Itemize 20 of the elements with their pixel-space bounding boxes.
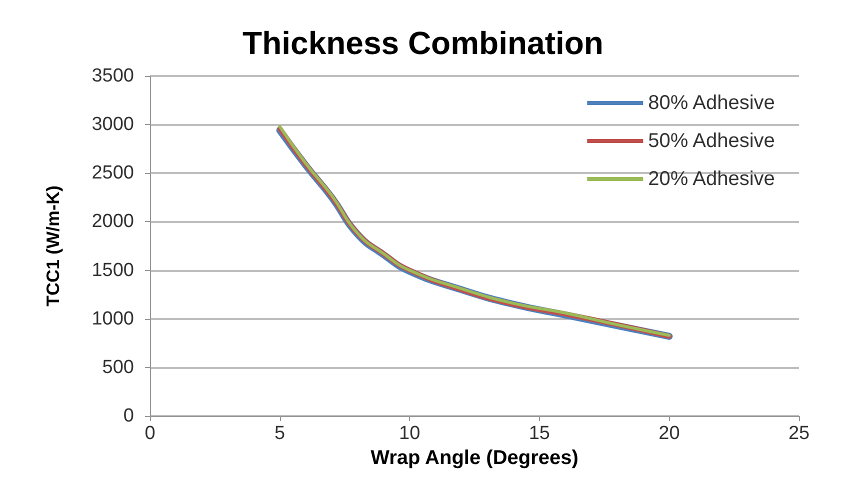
chart-title: Thickness Combination [242, 25, 604, 61]
y-tick-label: 1000 [92, 308, 134, 330]
x-tick-label: 25 [788, 423, 810, 444]
x-tick-label: 15 [528, 423, 550, 444]
y-axis-title: TCC1 (W/m-K) [43, 186, 63, 306]
legend-label: 80% Adhesive [648, 92, 775, 114]
x-tick-label: 5 [274, 423, 286, 444]
y-tick-label: 500 [102, 356, 134, 378]
legend-label: 20% Adhesive [648, 168, 775, 190]
x-tick-label: 10 [399, 423, 420, 444]
x-tick-label: 20 [658, 423, 680, 444]
x-axis-title: Wrap Angle (Degrees) [370, 446, 578, 469]
y-tick-label: 1500 [92, 260, 134, 281]
y-tick-label: 3500 [92, 66, 134, 86]
legend-label: 50% Adhesive [648, 130, 775, 152]
y-tick-label: 2500 [92, 162, 134, 184]
y-tick-label: 2000 [92, 211, 134, 232]
y-tick-label: 0 [123, 406, 134, 426]
y-tick-label: 3000 [92, 114, 134, 136]
x-tick-label: 0 [144, 423, 156, 444]
